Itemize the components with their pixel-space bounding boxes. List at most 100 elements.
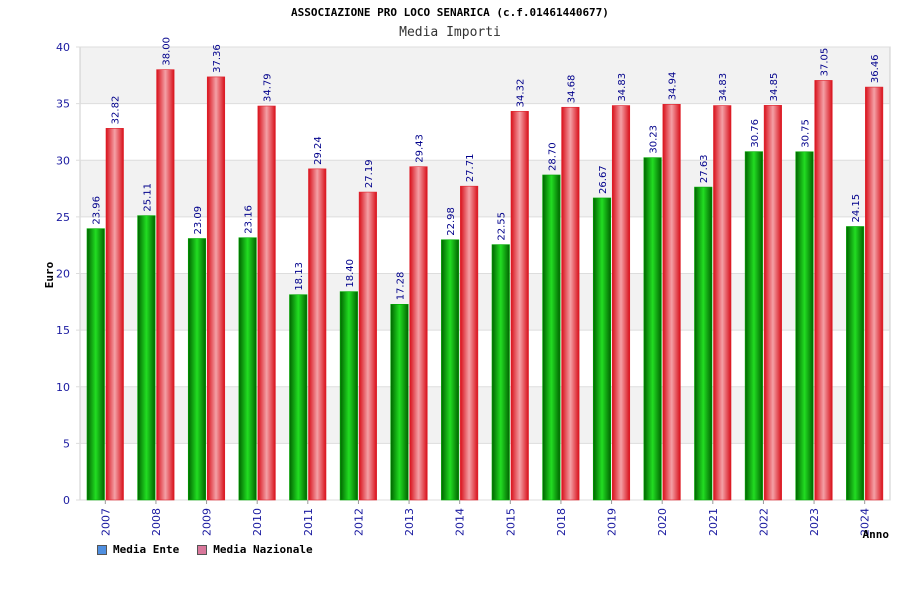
bar-media-ente <box>694 186 713 501</box>
y-tick-label: 20 <box>56 268 70 281</box>
y-tick-label: 5 <box>63 437 70 450</box>
bar-media-ente <box>491 244 510 501</box>
data-label: 27.19 <box>364 159 375 188</box>
data-labels: 23.96 32.82 25.11 38.00 23.09 37.36 23.16 34.79… <box>92 37 881 300</box>
bar-media-nazionale <box>814 80 833 501</box>
x-tick-label: 2008 <box>150 508 163 536</box>
data-label: 34.68 <box>566 75 577 104</box>
data-label: 30.23 <box>649 125 660 154</box>
data-label: 34.94 <box>668 72 679 101</box>
bar-media-nazionale <box>460 185 479 501</box>
y-tick-label: 15 <box>56 324 70 337</box>
bar-media-ente <box>137 215 156 501</box>
chart-title: ASSOCIAZIONE PRO LOCO SENARICA (c.f.0146… <box>291 6 609 19</box>
bar-media-ente <box>795 151 814 501</box>
data-label: 23.96 <box>92 196 103 225</box>
x-axis-label: Anno <box>863 528 890 541</box>
data-label: 23.09 <box>193 206 204 235</box>
data-label: 27.71 <box>465 154 476 183</box>
data-label: 25.11 <box>142 183 153 212</box>
y-tick-label: 35 <box>56 98 70 111</box>
x-tick-label: 2015 <box>504 508 517 536</box>
data-label: 17.28 <box>396 272 407 301</box>
x-tick-labels: 2007 2008 2009 2010 2011 2012 2013 2014 2015 2018… <box>99 500 872 536</box>
bar-media-nazionale <box>763 105 782 501</box>
bar-media-nazionale <box>611 105 631 501</box>
legend-label-media-ente: Media Ente <box>113 543 180 556</box>
x-tick-label: 2020 <box>656 508 669 536</box>
data-label: 27.63 <box>699 154 710 183</box>
bar-media-ente <box>289 294 308 501</box>
bar-media-ente <box>238 237 257 501</box>
bar-media-nazionale <box>156 69 175 501</box>
bar-media-nazionale <box>358 191 377 501</box>
bar-media-nazionale <box>865 86 884 501</box>
legend-swatch-media-nazionale <box>197 544 208 555</box>
legend-item-media-ente: Media Ente <box>97 543 179 556</box>
bar-media-ente <box>441 239 460 501</box>
data-label: 34.85 <box>769 73 780 102</box>
y-axis-label: Euro <box>43 261 56 288</box>
x-tick-label: 2011 <box>302 508 315 536</box>
bar-media-ente <box>592 197 612 501</box>
bar-media-ente <box>542 174 561 501</box>
x-tick-label: 2010 <box>251 508 264 536</box>
data-label: 37.36 <box>212 44 223 73</box>
bar-media-nazionale <box>561 106 580 501</box>
data-label: 18.13 <box>294 262 305 291</box>
x-tick-label: 2018 <box>555 508 568 536</box>
bar-media-nazionale <box>662 104 681 501</box>
y-tick-label: 25 <box>56 211 70 224</box>
chart-subtitle: Media Importi <box>399 25 501 40</box>
data-label: 18.40 <box>345 259 356 288</box>
y-tick-label: 0 <box>63 494 70 507</box>
legend-swatch-media-ente <box>97 544 107 555</box>
bar-media-nazionale <box>308 168 327 501</box>
data-label: 34.83 <box>617 73 628 102</box>
data-label: 34.32 <box>516 79 527 108</box>
x-tick-label: 2021 <box>707 508 720 536</box>
data-label: 36.46 <box>870 54 881 83</box>
data-label: 37.05 <box>820 48 831 77</box>
x-tick-label: 2023 <box>808 508 821 536</box>
bar-media-nazionale <box>257 105 276 501</box>
legend: Media Ente Media Nazionale <box>97 543 313 556</box>
legend-item-media-nazionale: Media Nazionale <box>197 543 313 556</box>
y-tick-label: 30 <box>56 154 70 167</box>
data-label: 30.76 <box>750 119 761 148</box>
bar-media-ente <box>86 228 105 501</box>
bar-media-nazionale <box>206 76 226 501</box>
data-label: 23.16 <box>244 205 255 234</box>
bar-media-ente <box>846 226 865 501</box>
x-tick-label: 2019 <box>606 508 619 536</box>
data-label: 34.83 <box>718 73 729 102</box>
data-label: 24.15 <box>851 194 862 223</box>
x-tick-label: 2022 <box>757 508 770 536</box>
data-label: 22.98 <box>446 207 457 236</box>
legend-label-media-nazionale: Media Nazionale <box>213 543 313 556</box>
data-label: 38.00 <box>161 37 172 66</box>
bar-media-ente <box>390 304 409 501</box>
bar-media-nazionale <box>105 128 124 501</box>
y-tick-labels: 0 5 10 15 20 25 30 35 40 <box>56 41 70 507</box>
data-label: 30.75 <box>801 119 812 148</box>
data-label: 32.82 <box>111 96 122 125</box>
data-label: 29.43 <box>415 134 426 163</box>
x-tick-label: 2024 <box>859 508 872 536</box>
data-label: 22.55 <box>497 212 508 241</box>
bar-media-ente <box>339 291 358 501</box>
y-tick-label: 40 <box>56 41 70 54</box>
data-label: 28.70 <box>547 142 558 171</box>
x-tick-label: 2007 <box>99 508 112 536</box>
bar-media-nazionale <box>510 111 529 501</box>
bar-media-nazionale <box>713 105 732 501</box>
bar-media-ente <box>643 157 662 501</box>
bar-media-ente <box>744 151 763 501</box>
x-tick-label: 2009 <box>201 508 214 536</box>
x-tick-label: 2012 <box>352 508 365 536</box>
data-label: 34.79 <box>263 73 274 102</box>
bar-media-nazionale <box>409 166 428 501</box>
bar-media-ente <box>187 238 207 501</box>
x-tick-label: 2013 <box>403 508 416 536</box>
